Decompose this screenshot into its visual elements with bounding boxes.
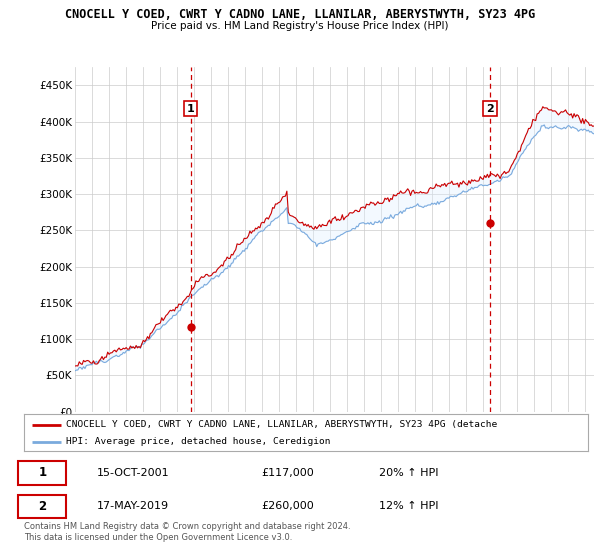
Text: 1: 1 [38, 466, 47, 479]
FancyBboxPatch shape [19, 461, 67, 484]
Text: £117,000: £117,000 [261, 468, 314, 478]
Text: CNOCELL Y COED, CWRT Y CADNO LANE, LLANILAR, ABERYSTWYTH, SY23 4PG: CNOCELL Y COED, CWRT Y CADNO LANE, LLANI… [65, 8, 535, 21]
Text: CNOCELL Y COED, CWRT Y CADNO LANE, LLANILAR, ABERYSTWYTH, SY23 4PG (detache: CNOCELL Y COED, CWRT Y CADNO LANE, LLANI… [66, 420, 497, 429]
Text: 12% ↑ HPI: 12% ↑ HPI [379, 501, 439, 511]
Text: 15-OCT-2001: 15-OCT-2001 [97, 468, 170, 478]
Text: Contains HM Land Registry data © Crown copyright and database right 2024.: Contains HM Land Registry data © Crown c… [24, 522, 350, 531]
Text: 20% ↑ HPI: 20% ↑ HPI [379, 468, 439, 478]
FancyBboxPatch shape [19, 495, 67, 518]
Text: 17-MAY-2019: 17-MAY-2019 [97, 501, 169, 511]
Text: 2: 2 [38, 500, 47, 513]
Text: 2: 2 [486, 104, 494, 114]
Text: Price paid vs. HM Land Registry's House Price Index (HPI): Price paid vs. HM Land Registry's House … [151, 21, 449, 31]
Text: £260,000: £260,000 [261, 501, 314, 511]
Text: This data is licensed under the Open Government Licence v3.0.: This data is licensed under the Open Gov… [24, 533, 292, 542]
Text: HPI: Average price, detached house, Ceredigion: HPI: Average price, detached house, Cere… [66, 437, 331, 446]
Text: 1: 1 [187, 104, 194, 114]
